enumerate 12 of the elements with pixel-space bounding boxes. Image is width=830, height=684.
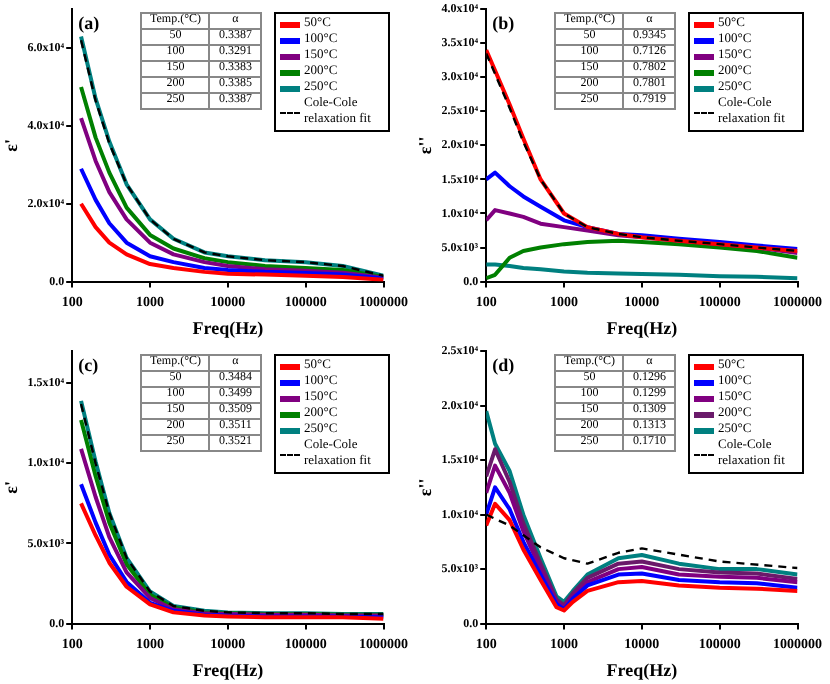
x-axis-title: Freq(Hz) xyxy=(192,317,264,338)
chart-title: (b) xyxy=(492,12,515,33)
x-axis-title: Freq(Hz) xyxy=(606,659,678,680)
chart-title: (a) xyxy=(78,12,100,33)
y-axis-title: ε' xyxy=(1,481,22,494)
chart-title: (d) xyxy=(492,354,515,375)
x-axis-title: Freq(Hz) xyxy=(192,659,264,680)
y-axis-title: ε' xyxy=(1,139,22,152)
y-axis-title: ε'' xyxy=(415,136,436,155)
y-axis-title: ε'' xyxy=(415,478,436,497)
x-axis-title: Freq(Hz) xyxy=(606,317,678,338)
chart-title: (c) xyxy=(78,354,99,375)
